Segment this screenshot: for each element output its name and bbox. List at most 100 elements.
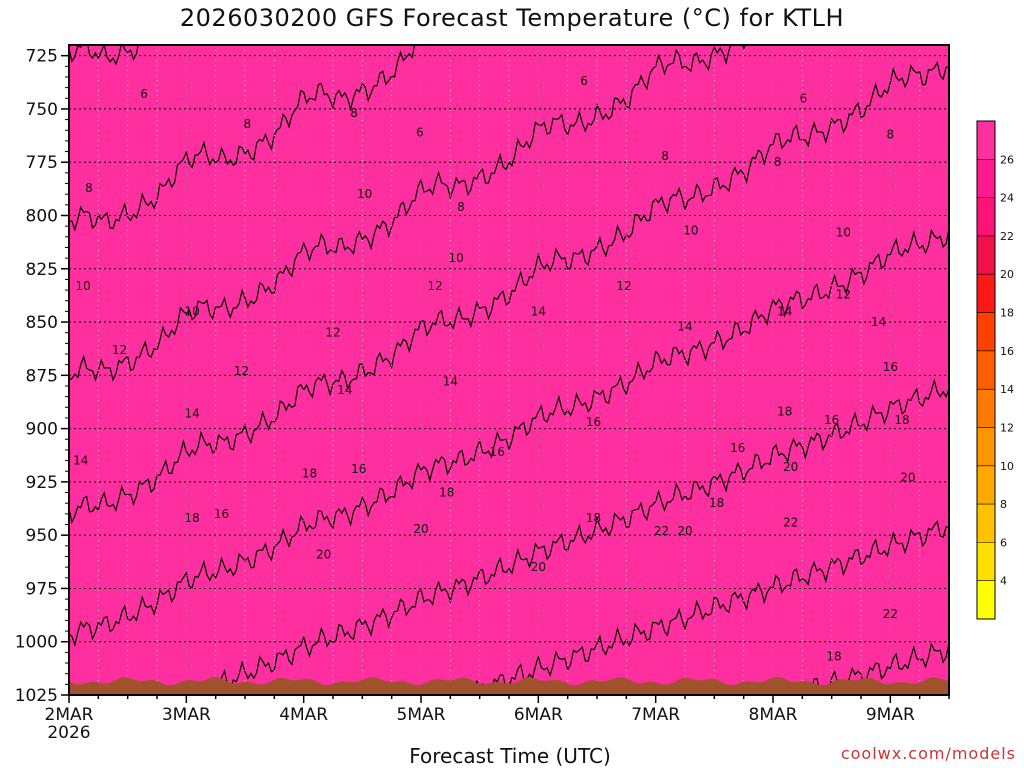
- colorbar-segment: [977, 504, 995, 543]
- source-credit: coolwx.com/models: [840, 744, 1016, 763]
- y-tick-label: 950: [26, 526, 58, 546]
- contour-label: 18: [826, 650, 841, 664]
- contour-label: 22: [883, 607, 898, 621]
- contour-label: 18: [302, 466, 317, 480]
- contour-label: 10: [836, 226, 851, 240]
- contour-label: 6: [800, 91, 808, 105]
- contour-label: 16: [883, 360, 898, 374]
- colorbar-label: 24: [1000, 192, 1014, 205]
- contour-label: 20: [677, 524, 692, 538]
- y-tick-label: 750: [26, 100, 58, 120]
- contour-label: 18: [185, 511, 200, 525]
- colorbar-label: 8: [1000, 498, 1007, 511]
- colorbar-label: 14: [1000, 383, 1014, 396]
- contour-label: 14: [531, 304, 546, 318]
- contour-label: 12: [836, 287, 851, 301]
- x-axis-label: Forecast Time (UTC): [409, 744, 611, 768]
- x-tick-label: 5MAR: [397, 705, 446, 725]
- band-8: [64, 725, 954, 738]
- x-tick-label: 2MAR: [45, 705, 94, 725]
- contour-label: 18: [439, 486, 454, 500]
- contour-label: 14: [677, 319, 692, 333]
- contour-label: 12: [234, 364, 249, 378]
- contour-label: 16: [214, 507, 229, 521]
- contour-label: 16: [351, 462, 366, 476]
- contour-label: 18: [894, 413, 909, 427]
- contour-label: 14: [777, 304, 792, 318]
- y-tick-label: 850: [26, 313, 58, 333]
- colorbar-segment: [977, 580, 995, 620]
- x-tick-label: 8MAR: [749, 705, 798, 725]
- vertical-gridlines: [97, 45, 921, 695]
- colorbar-segment: [977, 235, 995, 275]
- contour-label: 20: [413, 522, 428, 536]
- y-tick-label: 1025: [15, 686, 58, 706]
- contour-labels: 6 6 6 6 8 8 8 8 8 8 8 10 10 10 10 10 10 12 12 12 12 12 12 14 14 1…: [73, 74, 915, 663]
- colorbar-segment: [977, 350, 995, 390]
- contour-label: 16: [490, 445, 505, 459]
- x-tick-label: 7MAR: [631, 705, 680, 725]
- band-6: [64, 725, 954, 738]
- y-tick-label: 775: [26, 153, 58, 173]
- contour-label: 14: [337, 383, 352, 397]
- contour-label: 18: [777, 405, 792, 419]
- contour-label: 8: [457, 200, 465, 214]
- contour-label: 8: [350, 106, 358, 120]
- contour-label: 16: [586, 415, 601, 429]
- contour-label: 8: [774, 155, 782, 169]
- y-tick-label: 800: [26, 206, 58, 226]
- y-tick-label: 975: [26, 579, 58, 599]
- colorbar-label: 22: [1000, 230, 1014, 243]
- contour-label: 18: [586, 511, 601, 525]
- contour-label: 14: [871, 315, 886, 329]
- colorbar: 4 6 8 10 12 14 16 18 20 22 24 26: [976, 120, 1014, 620]
- colorbar-segment: [977, 121, 995, 160]
- contour-label: 10: [357, 187, 372, 201]
- colorbar-segment: [977, 274, 995, 314]
- contour-label: 14: [443, 375, 458, 389]
- contour-label: 8: [244, 117, 252, 131]
- temperature-bands: [64, 45, 954, 738]
- y-tick-label: 1000: [15, 633, 58, 653]
- contour-label: 22: [654, 524, 669, 538]
- colorbar-segment: [977, 159, 995, 199]
- colorbar-frame: [976, 120, 996, 620]
- plot-area: [64, 45, 954, 738]
- band-26: [69, 45, 949, 695]
- isotherm-20: [69, 45, 746, 382]
- contour-label: 20: [783, 460, 798, 474]
- contour-label: 8: [661, 149, 669, 163]
- contour-label: 10: [185, 304, 200, 318]
- contour-label: 14: [73, 454, 88, 468]
- contour-label: 22: [783, 515, 798, 529]
- colorbar-label: 6: [1000, 536, 1007, 549]
- y-tick-label: 900: [26, 420, 58, 440]
- colorbar-label: 12: [1000, 421, 1014, 434]
- x-tick-label: 4MAR: [279, 705, 328, 725]
- colorbar-label: 4: [1000, 575, 1007, 588]
- contour-label: 12: [112, 343, 127, 357]
- colorbar-label: 26: [1000, 153, 1014, 166]
- horizontal-gridlines: [69, 55, 949, 643]
- colorbar-segment: [977, 465, 995, 505]
- y-axis: 725 750 775 800 825 850 875 900 925 950 975 1000 102…: [15, 47, 69, 706]
- colorbar-label: 20: [1000, 268, 1014, 281]
- colorbar-segment: [977, 197, 995, 237]
- contour-label: 10: [683, 223, 698, 237]
- contour-label: 14: [185, 407, 200, 421]
- contour-label: 6: [140, 87, 148, 101]
- colorbar-segment: [977, 312, 995, 352]
- colorbar-label: 18: [1000, 307, 1014, 320]
- x-tick-label: 3MAR: [162, 705, 211, 725]
- colorbar-label: 10: [1000, 460, 1014, 473]
- isotherm-16: [69, 227, 949, 648]
- contour-label: 20: [316, 547, 331, 561]
- y-tick-label: 875: [26, 366, 58, 386]
- contour-label: 6: [580, 74, 588, 88]
- contour-label: 8: [887, 128, 895, 142]
- contour-label: 10: [449, 251, 464, 265]
- contour-label: 12: [616, 279, 631, 293]
- contour-label: 8: [85, 181, 93, 195]
- contour-label: 16: [730, 441, 745, 455]
